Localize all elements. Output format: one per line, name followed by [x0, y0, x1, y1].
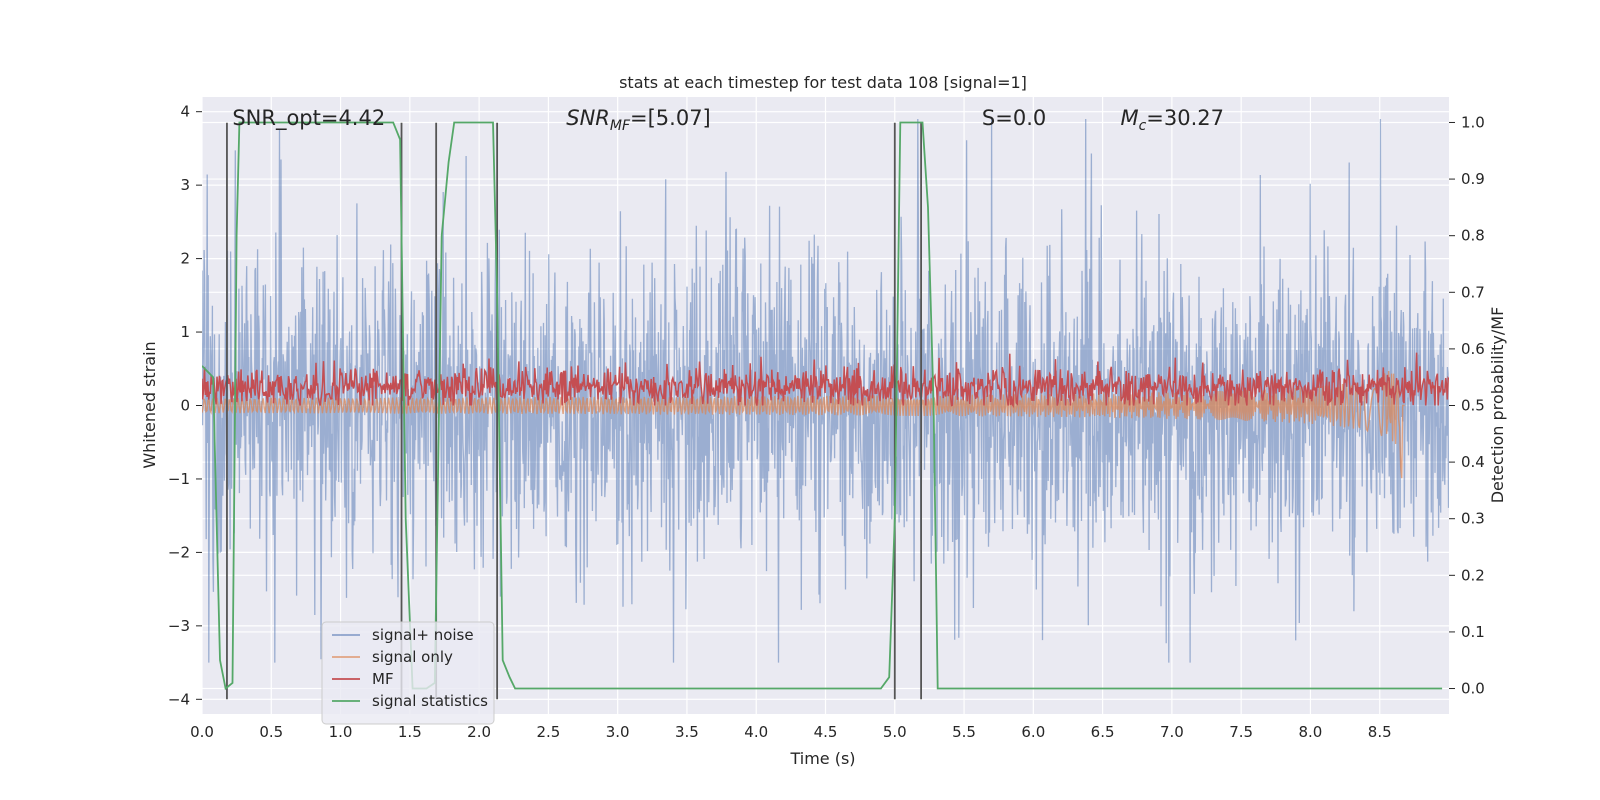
x-tick-label: 2.5: [536, 723, 560, 741]
y2-tick-label: 0.2: [1461, 566, 1485, 584]
y2-tick-label: 0.7: [1461, 283, 1485, 301]
series-signal-plus-noise: [202, 118, 1449, 663]
x-axis-label: Time (s): [789, 749, 855, 768]
chart-title: stats at each timestep for test data 108…: [619, 73, 1027, 92]
x-tick-label: 8.5: [1368, 723, 1392, 741]
y2-tick-label: 0.8: [1461, 227, 1485, 245]
x-tick-label: 8.0: [1299, 723, 1323, 741]
y2-tick-label: 0.1: [1461, 623, 1485, 641]
y2-axis-label: Detection probability/MF: [1488, 307, 1507, 504]
x-tick-label: 2.0: [467, 723, 491, 741]
y-tick-label: 3: [180, 176, 190, 194]
annotation-text: SNRMF=[5.07]: [566, 106, 711, 134]
x-tick-label: 6.5: [1091, 723, 1115, 741]
y2-tick-label: 0.9: [1461, 170, 1485, 188]
x-tick-label: 0.0: [190, 723, 214, 741]
legend-label: MF: [372, 670, 394, 688]
y2-tick-label: 0.0: [1461, 680, 1485, 698]
x-tick-label: 1.5: [398, 723, 422, 741]
series-layer: [202, 118, 1449, 700]
y-tick-label: −4: [168, 690, 190, 708]
y-tick-label: 2: [180, 250, 190, 268]
y-tick-label: −3: [168, 617, 190, 635]
annotation-text: SNR_opt=4.42: [232, 106, 385, 131]
y-axis-label: Whitened strain: [140, 341, 159, 468]
y2-tick-label: 1.0: [1461, 113, 1485, 131]
annotations: SNR_opt=4.42 SNRMF=[5.07] S=0.0 Mc=30.27: [232, 106, 1224, 134]
x-tick-label: 1.0: [329, 723, 353, 741]
legend-label: signal only: [372, 648, 453, 666]
x-tick-label: 3.0: [606, 723, 630, 741]
y2-tick-label: 0.6: [1461, 340, 1485, 358]
series-signal-only: [202, 370, 1405, 479]
y-tick-label: 1: [180, 323, 190, 341]
annotation-text: S=0.0: [982, 106, 1046, 130]
y-tick-label: 4: [180, 103, 190, 121]
y2-tick-label: 0.5: [1461, 397, 1485, 415]
series-mf: [202, 352, 1449, 409]
x-tick-label: 7.0: [1160, 723, 1184, 741]
annotation-text: Mc=30.27: [1120, 106, 1224, 134]
y-tick-label: 0: [180, 397, 190, 415]
legend: signal+ noise signal only MF signal statist…: [321, 621, 495, 725]
x-tick-label: 7.5: [1229, 723, 1253, 741]
axes: 0.0 0.5 1.0 1.5 2.0 2.5 3.0 3.5 4.0 4.5 5.0 5.5 6.0 6…: [168, 103, 1485, 741]
legend-box: [321, 621, 495, 725]
legend-label: signal+ noise: [372, 626, 474, 644]
x-tick-label: 0.5: [259, 723, 283, 741]
x-tick-label: 5.0: [883, 723, 907, 741]
x-tick-label: 6.0: [1021, 723, 1045, 741]
x-tick-label: 4.5: [814, 723, 838, 741]
series-signal-statistics: [202, 121, 1443, 691]
y-tick-label: −2: [168, 543, 190, 561]
x-tick-label: 4.0: [744, 723, 768, 741]
legend-label: signal statistics: [372, 692, 488, 710]
y2-tick-label: 0.4: [1461, 453, 1485, 471]
x-tick-label: 5.5: [952, 723, 976, 741]
y2-tick-label: 0.3: [1461, 510, 1485, 528]
y-tick-label: −1: [168, 470, 190, 488]
x-tick-label: 3.5: [675, 723, 699, 741]
